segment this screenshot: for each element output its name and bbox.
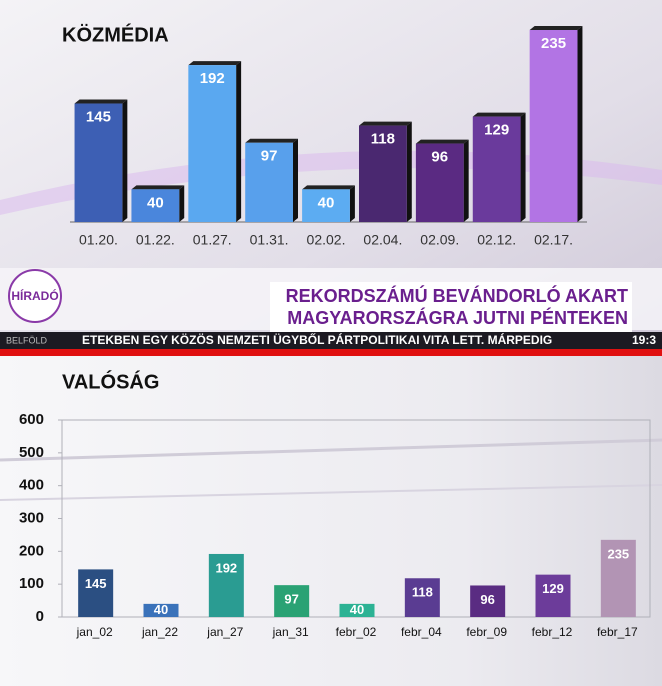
y-tick-label: 500	[19, 444, 44, 461]
bar	[470, 585, 506, 617]
x-tick-label: jan_22	[141, 625, 178, 639]
bar-top	[188, 61, 242, 66]
bar	[600, 539, 636, 617]
value-label: 40	[350, 602, 364, 617]
bar	[78, 569, 114, 617]
x-tick-label: febr_17	[597, 625, 638, 639]
bar-top	[302, 185, 355, 190]
y-tick-label: 400	[19, 477, 44, 494]
bar-side	[122, 99, 128, 222]
ticker: ETEKBEN EGY KÖZÖS NEMZETI ÜGYBŐL PÁRTPOL…	[82, 332, 552, 347]
bar	[404, 578, 440, 617]
value-label: 192	[200, 70, 225, 87]
x-tick-label: 01.20.	[79, 232, 118, 248]
value-label: 129	[542, 581, 564, 596]
value-label: 40	[147, 194, 164, 211]
y-tick-label: 600	[19, 411, 44, 428]
x-tick-label: febr_12	[532, 625, 573, 639]
value-label: 129	[484, 122, 509, 139]
y-tick-label: 0	[36, 608, 44, 625]
x-tick-label: febr_09	[466, 625, 507, 639]
bar-top	[415, 139, 469, 144]
value-label: 145	[85, 576, 107, 591]
value-label: 118	[412, 585, 433, 600]
value-label: 97	[261, 148, 278, 165]
value-label: 96	[431, 149, 448, 166]
value-label: 40	[318, 194, 335, 211]
x-tick-label: 02.12.	[477, 232, 516, 248]
logo-circle	[8, 269, 62, 323]
ticker-bar	[0, 332, 662, 349]
x-tick-label: jan_02	[76, 625, 113, 639]
value-label: 97	[284, 592, 298, 607]
bar-side	[236, 61, 242, 223]
bar-top	[245, 138, 299, 143]
y-tick-label: 300	[19, 509, 44, 526]
x-tick-label: 01.27.	[193, 232, 232, 248]
red-stripe	[0, 349, 662, 356]
x-tick-label: 02.02.	[307, 232, 346, 248]
y-tick-label: 100	[19, 575, 44, 592]
bar	[472, 116, 521, 222]
bar	[74, 103, 123, 222]
bar-top	[74, 99, 128, 104]
bar-side	[406, 121, 412, 222]
value-label: 235	[607, 546, 629, 561]
clock-box	[626, 332, 662, 349]
clock: 19:3	[632, 333, 656, 347]
value-label: 192	[215, 560, 237, 575]
bar-side	[179, 185, 185, 222]
headline-box	[270, 282, 632, 332]
value-label: 118	[371, 131, 395, 148]
bar	[529, 30, 578, 222]
bar	[143, 603, 179, 617]
chart-title: VALÓSÁG	[62, 369, 159, 393]
bar-top	[529, 26, 583, 30]
bar	[358, 125, 407, 222]
bar	[131, 189, 180, 222]
bar-side	[349, 185, 355, 222]
x-tick-label: 02.04.	[363, 232, 402, 248]
headline: REKORDSZÁMÚ BEVÁNDORLÓ AKART	[286, 285, 628, 306]
decor	[0, 438, 662, 462]
x-tick-label: 02.17.	[534, 232, 573, 248]
x-tick-label: febr_02	[336, 625, 377, 639]
x-tick-label: 01.31.	[250, 232, 289, 248]
bar	[302, 189, 350, 222]
bar	[274, 585, 310, 617]
value-label: 40	[154, 602, 168, 617]
bar-side	[293, 138, 299, 222]
x-tick-label: febr_04	[401, 625, 442, 639]
value-label: 235	[541, 35, 566, 52]
chart-title: KÖZMÉDIA	[62, 23, 169, 46]
value-label: 145	[86, 109, 111, 126]
bar	[208, 553, 244, 617]
bar	[339, 603, 375, 617]
x-tick-label: 02.09.	[420, 232, 459, 248]
bar	[535, 574, 571, 617]
decor	[0, 484, 662, 501]
section: BELFÖLD	[6, 335, 48, 345]
x-tick-label: 01.22.	[136, 232, 175, 248]
bar-side	[463, 139, 469, 222]
bar	[188, 65, 237, 222]
bar	[245, 142, 294, 222]
bar-top	[472, 112, 526, 117]
x-tick-label: jan_31	[272, 625, 309, 639]
bottom-background	[0, 356, 662, 686]
logo: HÍRADÓ	[11, 288, 58, 303]
value-label: 96	[480, 592, 494, 607]
bar-top	[358, 121, 412, 126]
y-tick-label: 200	[19, 542, 44, 559]
bar	[415, 143, 464, 222]
bar-top	[131, 185, 185, 190]
headline: MAGYARORSZÁGRA JUTNI PÉNTEKEN	[287, 307, 628, 328]
x-tick-label: jan_27	[206, 625, 243, 639]
bar-side	[520, 112, 526, 222]
bar-side	[577, 26, 583, 222]
